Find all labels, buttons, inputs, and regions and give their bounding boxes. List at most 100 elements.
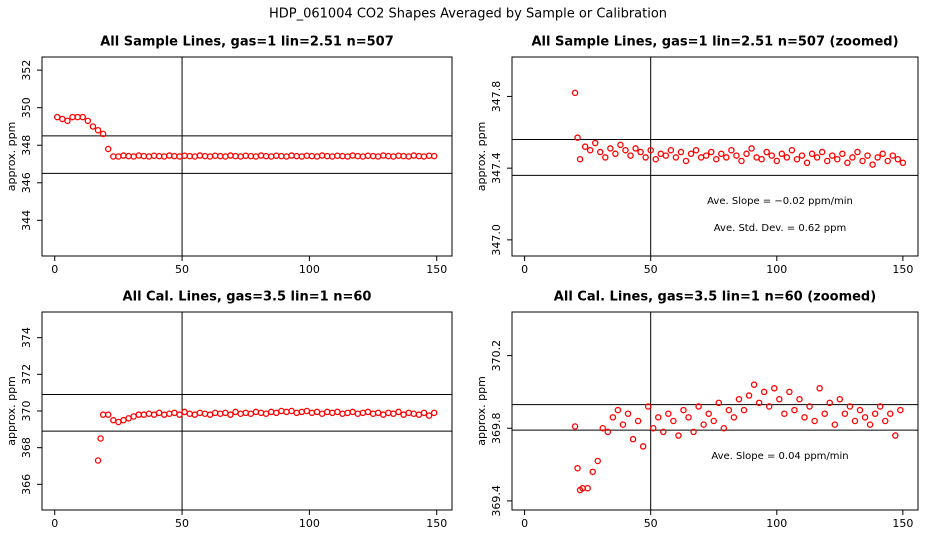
point (89, 123, 97, 130)
plot-frame (41, 56, 453, 257)
point (584, 484, 591, 492)
point (667, 146, 675, 154)
plot-frame (511, 56, 919, 257)
point (765, 403, 773, 410)
point (750, 381, 758, 388)
point (660, 428, 667, 436)
point (84, 117, 92, 125)
point (94, 457, 102, 464)
point (614, 406, 622, 414)
point (773, 157, 781, 165)
point (715, 399, 723, 407)
point (94, 126, 102, 134)
point (894, 155, 902, 163)
y-tick-label: 369.8 (490, 413, 503, 445)
point (690, 428, 697, 436)
point (430, 152, 438, 160)
point (705, 410, 712, 417)
point (876, 403, 884, 410)
point (866, 421, 874, 428)
point (831, 421, 839, 428)
point (652, 155, 659, 163)
point (395, 408, 402, 416)
point (861, 414, 869, 421)
y-tick-label: 372 (20, 364, 33, 385)
point (738, 157, 745, 165)
point (670, 417, 677, 425)
point (64, 117, 71, 125)
panel: All Cal. Lines, gas=3.5 lin=1 n=60 approx… (5, 290, 453, 530)
point (612, 150, 619, 158)
point (99, 130, 107, 138)
x-tick-label: 150 (892, 517, 913, 530)
point (644, 403, 652, 410)
annotation: Ave. Slope = −0.02 ppm/min (707, 196, 853, 207)
point (768, 152, 775, 159)
point (791, 406, 798, 414)
point (629, 435, 637, 443)
point (591, 139, 599, 147)
point (786, 388, 793, 396)
point (839, 150, 846, 158)
point (707, 148, 715, 156)
point (649, 425, 657, 432)
point (710, 417, 717, 425)
point (607, 145, 614, 152)
x-tick-label: 100 (766, 263, 787, 276)
point (682, 157, 690, 165)
point (771, 385, 778, 392)
point (897, 406, 904, 414)
point (887, 410, 894, 417)
point (793, 155, 801, 163)
point (609, 414, 617, 421)
point (586, 146, 594, 154)
panel-title: All Cal. Lines, gas=3.5 lin=1 n=60 (123, 290, 372, 305)
x-tick-label: 100 (766, 517, 787, 530)
point (574, 464, 581, 472)
point (602, 154, 609, 161)
y-tick-label: 344 (20, 210, 33, 231)
point (574, 134, 581, 141)
point (859, 157, 866, 165)
point (854, 148, 861, 156)
y-axis-label: approx. ppm (5, 122, 18, 192)
point (571, 423, 579, 430)
figure-title: HDP_061004 CO2 Shapes Averaged by Sample… (269, 7, 667, 22)
point (740, 406, 748, 414)
point (425, 412, 433, 419)
y-tick-label: 348 (20, 135, 33, 156)
point (836, 395, 844, 403)
point (730, 414, 738, 421)
y-axis-label: approx. ppm (475, 376, 488, 446)
point (776, 395, 783, 403)
point (816, 385, 823, 392)
point (702, 152, 710, 159)
point (834, 155, 841, 163)
point (884, 157, 891, 165)
point (617, 141, 624, 149)
annotation: Ave. Std. Dev. = 0.62 ppm (714, 223, 846, 234)
point (622, 146, 629, 154)
point (798, 152, 806, 159)
point (778, 150, 786, 158)
point (725, 406, 733, 414)
point (844, 159, 851, 167)
y-tick-label: 347.4 (490, 152, 503, 184)
x-tick-label: 0 (521, 263, 528, 276)
point (655, 414, 662, 421)
point (104, 145, 112, 153)
y-tick-label: 347.0 (490, 224, 503, 256)
x-tick-label: 50 (175, 517, 189, 530)
point (680, 406, 687, 414)
point (677, 148, 685, 156)
y-axis-label: approx. ppm (475, 122, 488, 192)
point (743, 150, 750, 158)
point (647, 146, 654, 154)
point (624, 410, 632, 417)
point (755, 399, 763, 407)
point (856, 406, 864, 414)
point (864, 152, 871, 159)
point (760, 388, 768, 396)
y-axis-label: approx. ppm (5, 376, 18, 446)
point (733, 152, 740, 159)
